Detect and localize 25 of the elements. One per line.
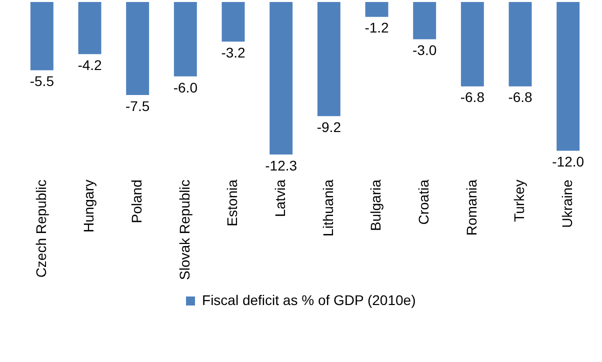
data-label: -12.0: [552, 154, 584, 170]
x-tick-label: Estonia: [224, 179, 240, 226]
x-tick-label: Lithuania: [320, 179, 336, 236]
data-label: -6.0: [173, 79, 198, 96]
x-tick-label: Latvia: [272, 179, 288, 217]
data-label: -3.0: [412, 42, 437, 58]
x-tick-label: Hungary: [80, 180, 97, 233]
x-tick-label: Croatia: [415, 179, 432, 225]
x-tick-label: Turkey: [511, 180, 528, 222]
x-tick-label: Bulgaria: [368, 179, 384, 231]
data-label: -7.5: [126, 98, 150, 114]
data-label: -6.8: [460, 89, 485, 106]
x-tick-label: Romania: [463, 179, 480, 236]
x-tick-label: Czech Republic: [32, 180, 49, 278]
legend-label: Fiscal deficit as % of GDP (2010e): [202, 292, 416, 308]
data-label: -1.2: [364, 20, 390, 36]
data-label: -6.8: [508, 89, 533, 106]
data-label: -4.2: [78, 56, 102, 73]
x-tick-label: Slovak Republic: [176, 180, 192, 280]
data-label: -5.5: [30, 73, 54, 90]
data-label: -3.2: [221, 44, 246, 61]
x-tick-label: Poland: [128, 180, 144, 224]
data-label: -12.3: [265, 157, 298, 174]
x-tick-label: Ukraine: [558, 179, 575, 228]
data-label: -9.2: [316, 118, 342, 135]
